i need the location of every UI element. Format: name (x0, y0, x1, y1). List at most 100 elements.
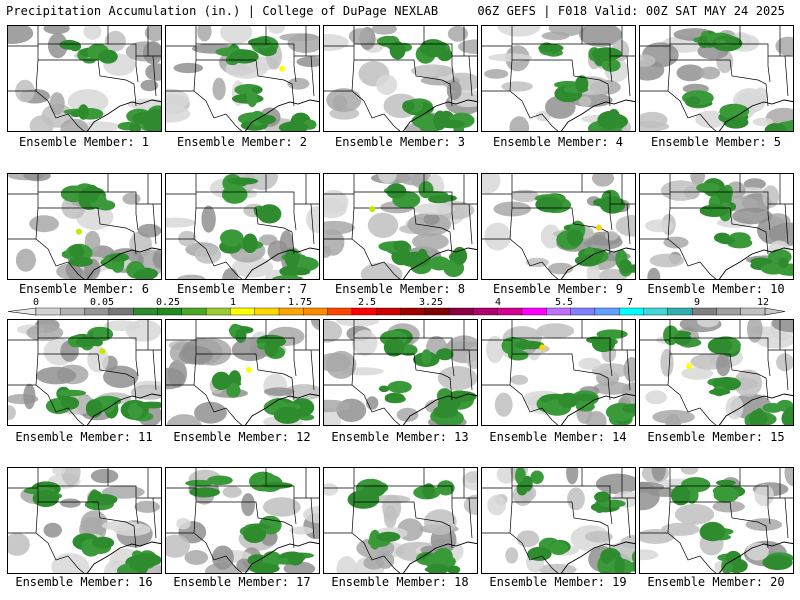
precip-map (8, 320, 161, 425)
state-boundaries (166, 468, 319, 573)
precip-light-area (482, 174, 635, 279)
precip-green-area (347, 478, 461, 573)
ensemble-panel (7, 467, 162, 574)
member-caption: Ensemble Member: 7 (176, 282, 308, 296)
colorbar-swatch (205, 307, 231, 316)
precip-max-core (279, 65, 286, 72)
precip-map (640, 468, 793, 573)
member-caption: Ensemble Member: 19 (489, 575, 627, 589)
precip-green-area (211, 323, 315, 424)
ensemble-panel (323, 173, 478, 280)
ensemble-panel (165, 173, 320, 280)
state-boundaries (640, 26, 793, 131)
member-caption: Ensemble Member: 11 (15, 430, 153, 444)
colorbar-swatch (108, 307, 134, 316)
precip-map (324, 320, 477, 425)
state-boundaries (482, 26, 635, 131)
member-caption: Ensemble Member: 2 (176, 135, 308, 149)
ensemble-panel (481, 25, 636, 132)
precip-map (324, 26, 477, 131)
member-caption: Ensemble Member: 20 (647, 575, 785, 589)
colorbar-swatch (691, 307, 717, 316)
state-boundaries (324, 174, 477, 279)
precip-max-core (539, 344, 546, 351)
member-caption: Ensemble Member: 14 (489, 430, 627, 444)
member-caption: Ensemble Member: 18 (331, 575, 469, 589)
colorbar-swatch (132, 307, 158, 316)
ensemble-panel (7, 25, 162, 132)
state-boundaries (482, 320, 635, 425)
precip-map (640, 320, 793, 425)
state-boundaries (8, 174, 161, 279)
state-boundaries (166, 174, 319, 279)
colorbar-tick-label: 2.5 (357, 297, 377, 308)
colorbar-swatch (230, 307, 256, 316)
colorbar-swatch (448, 307, 474, 316)
precip-green-area (538, 42, 628, 131)
ensemble-panel (323, 319, 478, 426)
colorbar-arrow-right (764, 307, 786, 316)
colorbar-tick-label: 12 (756, 297, 770, 308)
ensemble-panel (323, 25, 478, 132)
colorbar-swatch (400, 307, 426, 316)
precip-max-core (75, 228, 82, 235)
colorbar-swatch (497, 307, 523, 316)
colorbar-tick-label: 1.75 (287, 297, 313, 308)
state-boundaries (482, 468, 635, 573)
colorbar-swatch (157, 307, 183, 316)
precip-map (166, 174, 319, 279)
colorbar-swatch (740, 307, 766, 316)
colorbar-swatch (181, 307, 207, 316)
precip-map (8, 468, 161, 573)
precip-map (166, 468, 319, 573)
precip-green-area (215, 36, 317, 131)
ensemble-panel (165, 319, 320, 426)
state-boundaries (482, 174, 635, 279)
colorbar-tick-label: 0.05 (89, 297, 115, 308)
precip-max-core (595, 224, 602, 231)
colorbar-tick-label: 4 (494, 297, 502, 308)
colorbar-tick-label: 0.25 (155, 297, 181, 308)
colorbar-swatch (619, 307, 645, 316)
colorbar-swatch (303, 307, 329, 316)
state-boundaries (8, 468, 161, 573)
precip-map (166, 26, 319, 131)
ensemble-panel (7, 319, 162, 426)
ensemble-panel (639, 319, 794, 426)
precip-map (324, 468, 477, 573)
colorbar-swatch (60, 307, 86, 316)
colorbar-tick-label: 7 (626, 297, 634, 308)
precip-light-area (8, 26, 161, 131)
ensemble-panel (481, 319, 636, 426)
title-left: Precipitation Accumulation (in.) | Colle… (6, 4, 439, 18)
precip-max-core (99, 348, 106, 355)
state-boundaries (324, 468, 477, 573)
precip-green-area (501, 329, 635, 425)
precip-light-area (324, 174, 475, 279)
colorbar-swatch (521, 307, 547, 316)
member-caption: Ensemble Member: 13 (331, 430, 469, 444)
member-caption: Ensemble Member: 5 (650, 135, 782, 149)
precip-max-core (246, 366, 252, 373)
ensemble-panel (481, 467, 636, 574)
precip-map (482, 468, 635, 573)
precip-green-area (59, 39, 161, 131)
state-boundaries (324, 26, 477, 131)
colorbar-swatch (594, 307, 620, 316)
colorbar-swatch (254, 307, 280, 316)
precip-green-area (534, 189, 635, 277)
colorbar-swatch (327, 307, 353, 316)
precip-map (482, 320, 635, 425)
colorbar-swatch (351, 307, 377, 316)
colorbar (7, 307, 786, 316)
precip-green-area (219, 174, 319, 279)
ensemble-panel (323, 467, 478, 574)
precip-map (482, 26, 635, 131)
precip-map (640, 26, 793, 131)
precip-light-area (324, 470, 477, 573)
colorbar-arrow-left (7, 307, 37, 316)
member-caption: Ensemble Member: 15 (647, 430, 785, 444)
member-caption: Ensemble Member: 9 (492, 282, 624, 296)
colorbar-tick-label: 0 (32, 297, 40, 308)
precip-map (166, 320, 319, 425)
